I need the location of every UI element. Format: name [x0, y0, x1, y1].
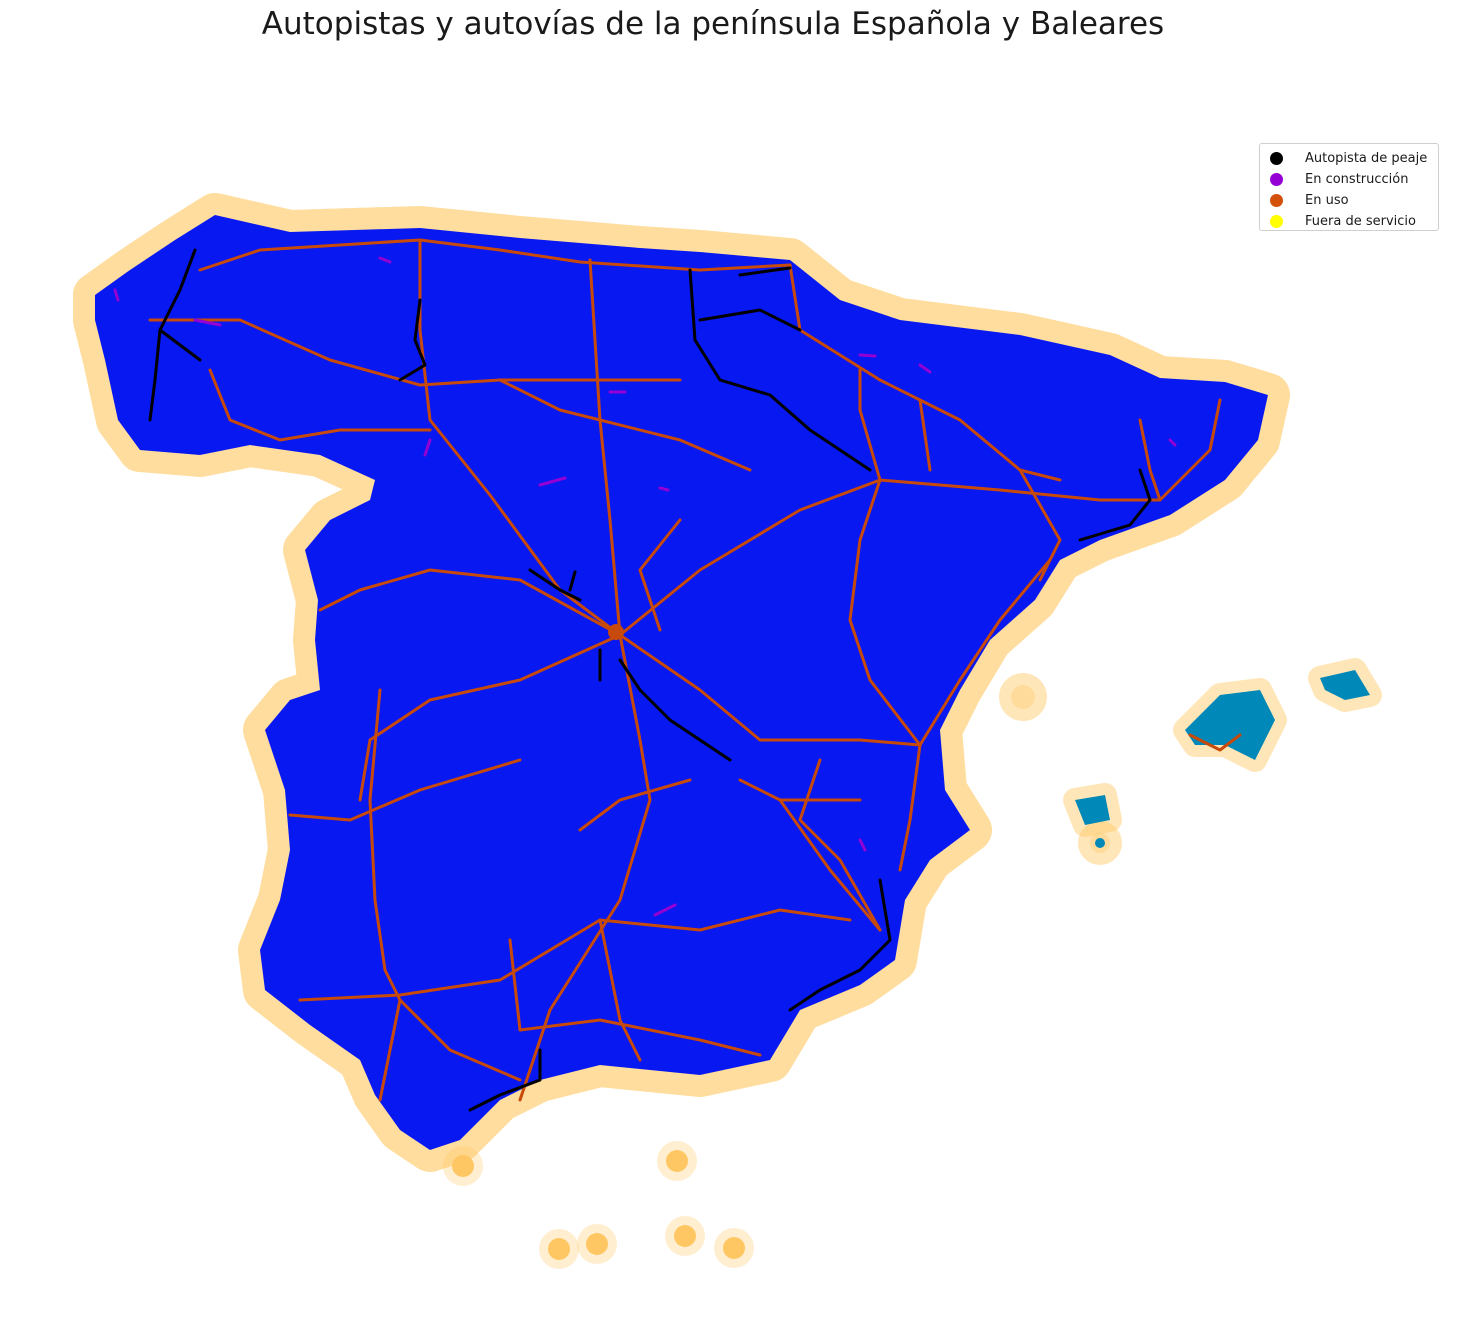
- minor-islands-halo: [443, 1141, 754, 1269]
- legend-item-toll: Autopista de peaje: [1270, 148, 1438, 169]
- mainland-spain: [95, 215, 1268, 1150]
- legend-item-out-of-service: Fuera de servicio: [1270, 211, 1438, 232]
- madrid-node: [608, 624, 624, 640]
- roads-in-use: [148, 238, 1242, 1102]
- dot-marker-icon: [1270, 215, 1283, 228]
- legend: Autopista de peaje En construcción En us…: [1259, 143, 1439, 231]
- legend-label: Autopista de peaje: [1305, 151, 1428, 166]
- dot-marker-icon: [1270, 152, 1283, 165]
- legend-label: En construcción: [1305, 172, 1409, 187]
- map-title: Autopistas y autovías de la península Es…: [261, 6, 1165, 42]
- legend-label: En uso: [1305, 193, 1349, 208]
- legend-label: Fuera de servicio: [1305, 214, 1416, 229]
- roads-under-construction: [113, 256, 1177, 917]
- balearic-halo: [999, 658, 1382, 865]
- toll-roads: [148, 248, 1152, 1112]
- legend-item-in-use: En uso: [1270, 190, 1438, 211]
- legend-item-construction: En construcción: [1270, 169, 1438, 190]
- dot-marker-icon: [1270, 173, 1283, 186]
- dot-marker-icon: [1270, 194, 1283, 207]
